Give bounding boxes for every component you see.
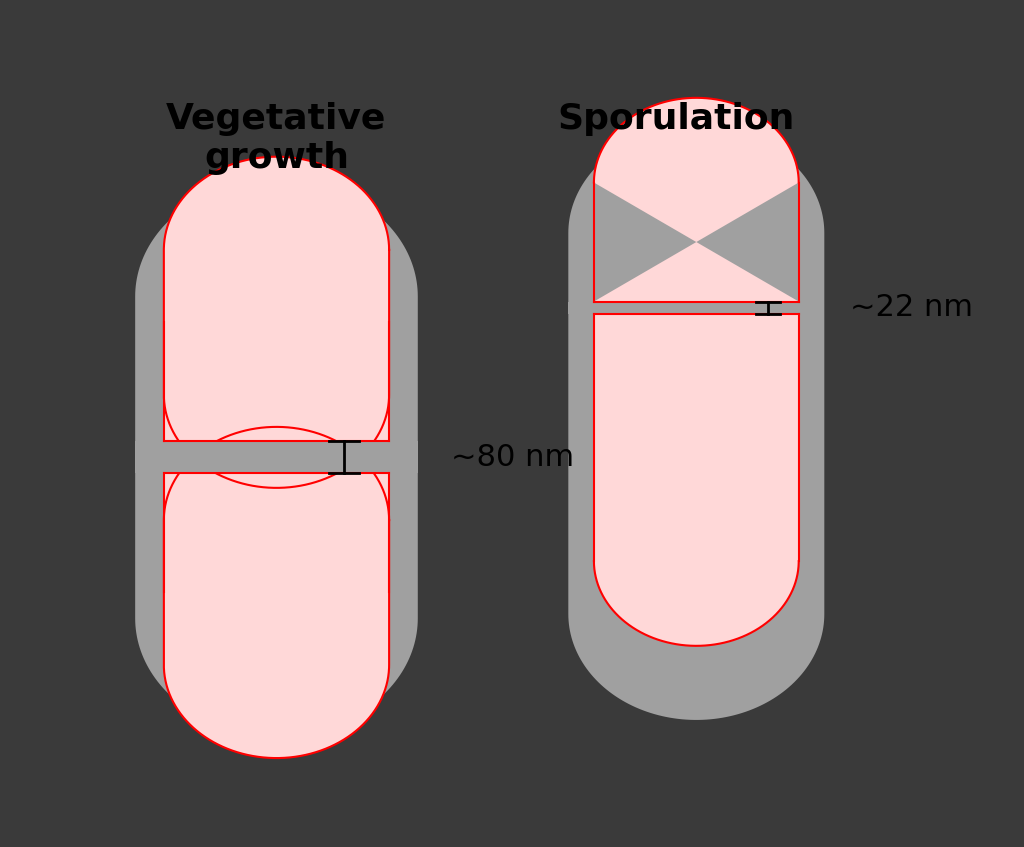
Text: ~80 nm: ~80 nm [451,443,573,472]
Polygon shape [594,98,799,302]
Bar [135,441,418,473]
Polygon shape [164,157,389,488]
Polygon shape [164,427,389,758]
Bar [568,302,824,314]
Text: Vegetative
growth: Vegetative growth [166,102,387,175]
Polygon shape [594,314,799,645]
Bar [164,447,389,639]
Bar [164,250,389,441]
Polygon shape [135,180,418,735]
Text: ~22 nm: ~22 nm [850,293,973,323]
Text: Sporulation: Sporulation [557,102,795,136]
Polygon shape [568,127,824,720]
